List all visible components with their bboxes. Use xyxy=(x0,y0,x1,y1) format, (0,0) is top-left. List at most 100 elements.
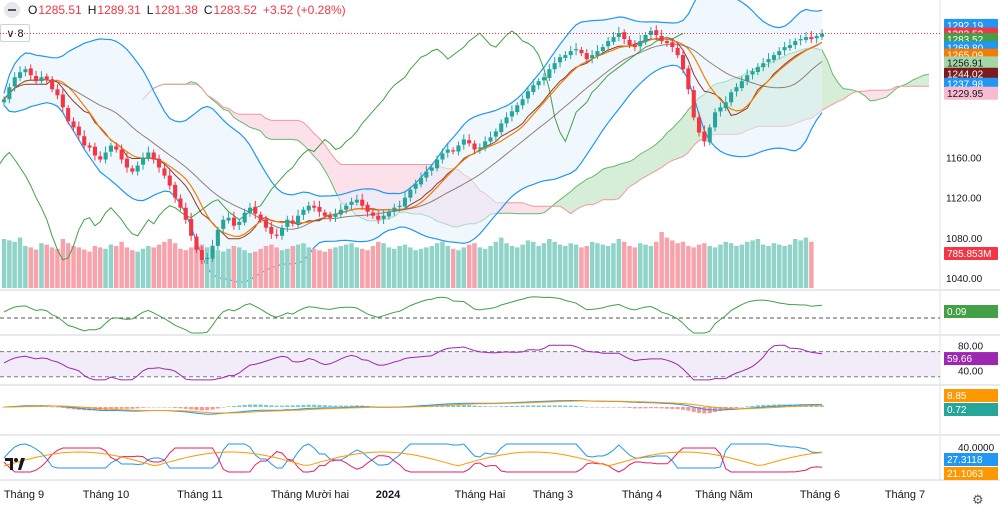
candle-body xyxy=(648,31,653,35)
volume-bar xyxy=(536,246,541,288)
tradingview-logo[interactable] xyxy=(4,455,26,473)
candle-body xyxy=(456,145,461,152)
volume-bar xyxy=(33,249,39,288)
volume-bar xyxy=(557,244,563,288)
candle-body xyxy=(542,77,547,81)
volume-bar xyxy=(595,243,600,288)
candle-body xyxy=(761,63,766,68)
macd-bar xyxy=(221,407,226,408)
macd-bar xyxy=(226,406,231,407)
macd-bar xyxy=(499,406,504,407)
candle-body xyxy=(210,245,215,259)
volume-bar xyxy=(541,243,547,288)
candles xyxy=(2,25,825,265)
candle-body xyxy=(242,212,247,223)
macd-bar xyxy=(60,407,65,408)
volume-bar xyxy=(327,248,333,288)
macd-bar xyxy=(568,405,573,407)
macd-signal-line xyxy=(4,400,823,414)
candle-body xyxy=(199,249,204,260)
volume-bar xyxy=(675,243,680,288)
macd-bar xyxy=(627,407,632,408)
volume-bar xyxy=(231,246,237,288)
candle-body xyxy=(173,184,178,198)
volume-bar xyxy=(376,241,381,288)
macd-bar xyxy=(520,405,525,407)
candle-body xyxy=(312,205,317,208)
candle-body xyxy=(124,158,129,168)
cloud-segment xyxy=(624,161,630,193)
cloud-segment xyxy=(661,132,667,168)
volume-bar xyxy=(103,248,108,288)
cloud-segment xyxy=(656,139,662,171)
macd-bar xyxy=(654,407,659,409)
price-tag-bg xyxy=(944,67,998,81)
cloud-segment xyxy=(260,114,266,138)
macd-bar xyxy=(349,405,354,407)
macd-bar xyxy=(183,407,188,409)
bollinger-basis xyxy=(3,43,823,230)
volume-bar xyxy=(301,243,306,288)
x-axis-label: 2024 xyxy=(376,489,401,501)
price-tick-label: 1040.00 xyxy=(946,274,983,285)
volume-bar xyxy=(295,244,301,288)
osc-tag-label: 0.09 xyxy=(947,307,967,318)
macd-bar xyxy=(648,407,653,409)
candle-body xyxy=(697,117,702,133)
volume-bar xyxy=(130,250,135,288)
macd-bar xyxy=(488,406,493,407)
cloud-segment xyxy=(923,74,929,87)
macd-bar xyxy=(328,405,333,407)
macd-bar xyxy=(686,407,691,411)
candle-body xyxy=(82,136,87,146)
cloud-segment xyxy=(875,90,881,101)
cloud-segment xyxy=(249,114,256,129)
candle-body xyxy=(92,146,97,156)
volume-bar xyxy=(696,244,702,288)
volume-bar xyxy=(343,244,349,288)
candle-body xyxy=(50,80,55,90)
close-label: C xyxy=(203,3,213,17)
candle-body xyxy=(194,236,199,250)
gear-icon[interactable]: ⚙ xyxy=(972,492,984,507)
cloud-segment xyxy=(576,183,582,210)
volume-bar xyxy=(477,247,483,288)
candle-body xyxy=(71,121,76,128)
candle-body xyxy=(750,71,755,75)
cloud-segment xyxy=(650,143,657,174)
candle-body xyxy=(477,147,482,149)
adx-tag-label: 21.1063 xyxy=(947,469,984,480)
candle-body xyxy=(349,201,354,205)
candle-body xyxy=(574,49,579,51)
volume-bar xyxy=(504,243,509,288)
candle-body xyxy=(461,139,466,145)
volume-bar xyxy=(23,246,28,288)
price-tag-bg xyxy=(944,86,998,100)
candle-body xyxy=(707,127,712,143)
candle-body xyxy=(718,107,723,112)
macd-bar xyxy=(199,407,204,411)
macd-bar xyxy=(162,407,167,408)
cloud-segment xyxy=(298,120,304,145)
candle-body xyxy=(579,49,584,54)
candle-body xyxy=(317,206,322,212)
volume-bar xyxy=(317,250,322,288)
volume-bar xyxy=(798,240,803,288)
candle-body xyxy=(424,171,429,178)
candle-body xyxy=(493,131,498,137)
volume-bar xyxy=(87,251,92,288)
volume-bar xyxy=(680,241,686,288)
candle-body xyxy=(231,217,236,226)
macd-bar xyxy=(55,407,60,408)
volume-bar xyxy=(290,246,295,288)
volume-bar xyxy=(338,246,344,288)
candle-body xyxy=(814,36,819,39)
cloud-segment xyxy=(282,120,288,140)
hamburger-icon[interactable] xyxy=(4,2,20,18)
volume-bar xyxy=(156,244,162,288)
volume-bar xyxy=(461,247,466,288)
macd-bar xyxy=(659,407,664,409)
collapse-indicators-button[interactable]: ∨ 8 xyxy=(0,24,30,42)
